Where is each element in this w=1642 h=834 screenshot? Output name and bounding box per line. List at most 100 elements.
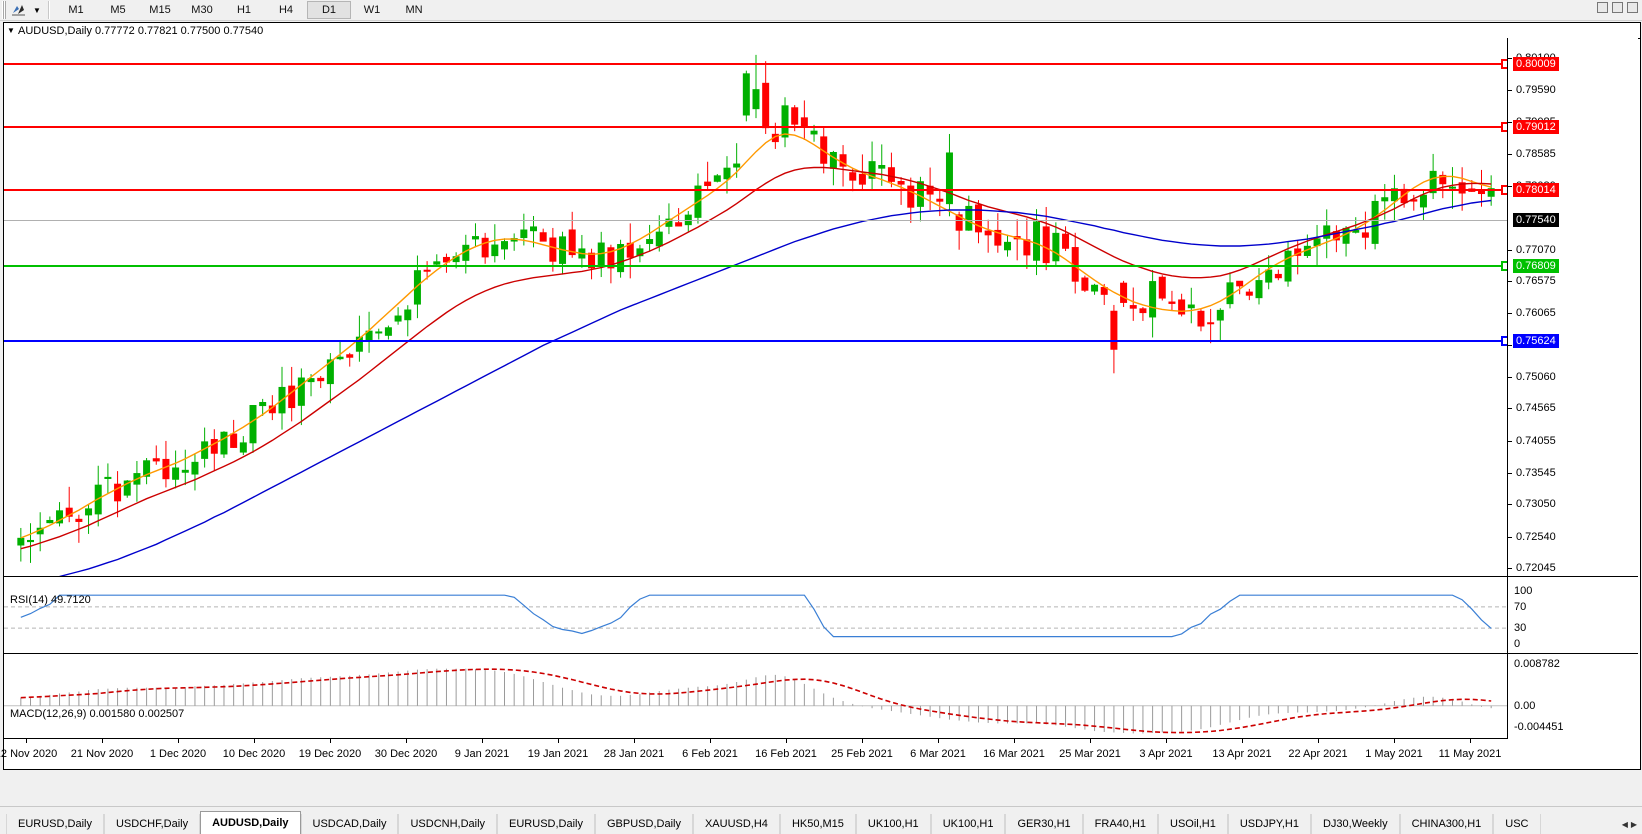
date-label: 1 Dec 2020	[149, 748, 207, 760]
price-tick-label: 0.72540	[1516, 530, 1556, 543]
chevron-right-icon[interactable]: ▶	[1630, 819, 1637, 829]
timeframe-mn[interactable]: MN	[405, 4, 423, 16]
price-tick	[1508, 344, 1512, 346]
window-control-1[interactable]	[1597, 2, 1608, 13]
symbol-tab-eurusd-daily[interactable]: EURUSD,Daily	[6, 814, 104, 834]
timeframe-w1[interactable]: W1	[363, 4, 381, 16]
date-tick	[1394, 739, 1395, 743]
timeframe-d1[interactable]: D1	[307, 1, 351, 19]
date-tick	[102, 739, 103, 743]
rsi-label: RSI(14) 49.7120	[10, 594, 91, 606]
date-label: 9 Jan 2021	[454, 748, 510, 760]
macd-tick-label: -0.004451	[1514, 721, 1564, 733]
date-label: 21 Nov 2020	[70, 748, 134, 760]
macd-tick-label: 0.008782	[1514, 658, 1560, 670]
date-tick	[634, 739, 635, 743]
date-label: 22 Apr 2021	[1288, 748, 1348, 760]
price-tag-0.78014[interactable]: 0.78014	[1513, 183, 1559, 198]
date-label: 25 Mar 2021	[1059, 748, 1121, 760]
window-control-2[interactable]	[1612, 2, 1623, 13]
chevron-left-icon[interactable]: ◀	[1621, 819, 1628, 829]
date-label: 1 May 2021	[1365, 748, 1423, 760]
date-tick	[558, 739, 559, 743]
price-tick	[1508, 58, 1512, 59]
price-tick-label: 0.74055	[1516, 434, 1556, 447]
date-label: 19 Jan 2021	[527, 748, 589, 760]
symbol-tab-usdcnh-daily[interactable]: USDCNH,Daily	[398, 814, 498, 834]
date-label: 12 Nov 2020	[0, 748, 58, 760]
symbol-tab-hk50-m15[interactable]: HK50,M15	[779, 814, 856, 834]
price-tick	[1508, 504, 1512, 506]
price-tag-0.75624[interactable]: 0.75624	[1513, 334, 1559, 349]
symbol-tabbar: EURUSD,Daily USDCHF,Daily AUDUSD,Daily USDC…	[0, 806, 1642, 834]
symbol-tab-audusd-daily[interactable]: AUDUSD,Daily	[200, 811, 301, 834]
toolbar-grip[interactable]	[2, 1, 8, 19]
date-label: 6 Mar 2021	[910, 748, 966, 760]
price-tag-0.77540[interactable]: 0.77540	[1513, 213, 1559, 228]
symbol-tab-gbpusd-daily[interactable]: GBPUSD,Daily	[595, 814, 693, 834]
macd-label: MACD(12,26,9) 0.001580 0.002507	[10, 708, 185, 720]
symbol-tab-uk100-h1[interactable]: UK100,H1	[930, 814, 1006, 834]
price-tick	[1508, 536, 1512, 538]
window-control-3[interactable]	[1627, 2, 1638, 13]
symbol-tab-eurusd-daily[interactable]: EURUSD,Daily	[497, 814, 595, 834]
macd-plot-area[interactable]	[4, 654, 1638, 739]
date-tick	[1014, 739, 1015, 743]
chevron-down-icon[interactable]: ▼	[33, 5, 41, 15]
symbol-tab-usdjpy-h1[interactable]: USDJPY,H1	[1227, 814, 1311, 834]
price-tick-label: 0.73050	[1516, 498, 1556, 511]
rsi-pane[interactable]: RSI(14) 49.7120 100 70 30 0	[4, 576, 1638, 654]
price-tag-0.80009[interactable]: 0.80009	[1513, 56, 1559, 71]
price-tick	[1508, 249, 1512, 251]
rsi-axis: 100 70 30 0	[1507, 577, 1638, 654]
timeframe-toolbar: ▼ M1 M5 M15 M30 H1 H4 D1 W1 MN	[0, 0, 1642, 21]
date-tick	[330, 739, 331, 743]
price-pane[interactable]: 0.801000.795900.790850.785850.780800.770…	[4, 38, 1638, 576]
symbol-tab-china300-h1[interactable]: CHINA300,H1	[1399, 814, 1494, 834]
symbol-tab-usdchf-daily[interactable]: USDCHF,Daily	[103, 814, 201, 834]
timeframe-m5[interactable]: M5	[110, 4, 126, 16]
price-axis[interactable]: 0.801000.795900.790850.785850.780800.770…	[1507, 38, 1638, 576]
price-tick-label: 0.77070	[1516, 243, 1556, 256]
price-tick-label: 0.79590	[1516, 84, 1556, 97]
price-tick	[1508, 90, 1512, 92]
price-tick	[1508, 185, 1512, 187]
crosshair-tools-icon[interactable]	[8, 1, 30, 19]
rsi-tick-label: 100	[1514, 585, 1533, 597]
price-plot-area[interactable]	[4, 38, 1638, 576]
date-label: 11 May 2021	[1438, 748, 1502, 760]
timeframe-m30[interactable]: M30	[191, 4, 213, 16]
price-tick	[1508, 473, 1512, 475]
toolbar-right-controls	[1597, 2, 1638, 13]
date-axis[interactable]: 12 Nov 2020 21 Nov 2020 1 Dec 2020 10 Dec 2…	[0, 738, 1508, 765]
toolbar-empty-area	[435, 1, 1642, 19]
symbol-tab-dj30-weekly[interactable]: DJ30,Weekly	[1310, 814, 1400, 834]
price-tick	[1508, 440, 1512, 442]
date-tick	[254, 739, 255, 743]
price-tick-label: 0.72045	[1516, 562, 1556, 574]
date-label: 6 Feb 2021	[682, 748, 738, 760]
macd-axis: 0.008782 0.00 -0.004451	[1507, 654, 1638, 739]
price-tick	[1508, 313, 1512, 315]
price-tag-0.76809[interactable]: 0.76809	[1513, 259, 1559, 274]
timeframe-h1[interactable]: H1	[236, 4, 252, 16]
price-tag-0.79012[interactable]: 0.79012	[1513, 119, 1559, 134]
symbol-tab-ger30-h1[interactable]: GER30,H1	[1005, 814, 1083, 834]
timeframe-m15[interactable]: M15	[149, 4, 171, 16]
symbol-tab-fra40-h1[interactable]: FRA40,H1	[1082, 814, 1159, 834]
triangle-down-icon[interactable]: ▼	[7, 25, 15, 35]
symbol-tab-xauusd-h4[interactable]: XAUUSD,H4	[692, 814, 780, 834]
symbol-tab-usoil-h1[interactable]: USOil,H1	[1158, 814, 1228, 834]
price-candlestick-chart[interactable]	[4, 38, 1508, 576]
symbol-tab-usc[interactable]: USC	[1493, 814, 1541, 834]
price-tick-label: 0.76065	[1516, 307, 1556, 320]
date-tick	[862, 739, 863, 743]
tab-scroll-controls: ◀ ▶	[1622, 814, 1642, 834]
timeframe-m1[interactable]: M1	[68, 4, 84, 16]
symbol-tab-uk100-h1[interactable]: UK100,H1	[855, 814, 931, 834]
timeframe-h4[interactable]: H4	[278, 4, 294, 16]
rsi-plot-area[interactable]	[4, 577, 1638, 654]
symbol-tab-usdcad-daily[interactable]: USDCAD,Daily	[300, 814, 399, 834]
macd-pane[interactable]: MACD(12,26,9) 0.001580 0.002507 0.008782…	[4, 653, 1638, 739]
